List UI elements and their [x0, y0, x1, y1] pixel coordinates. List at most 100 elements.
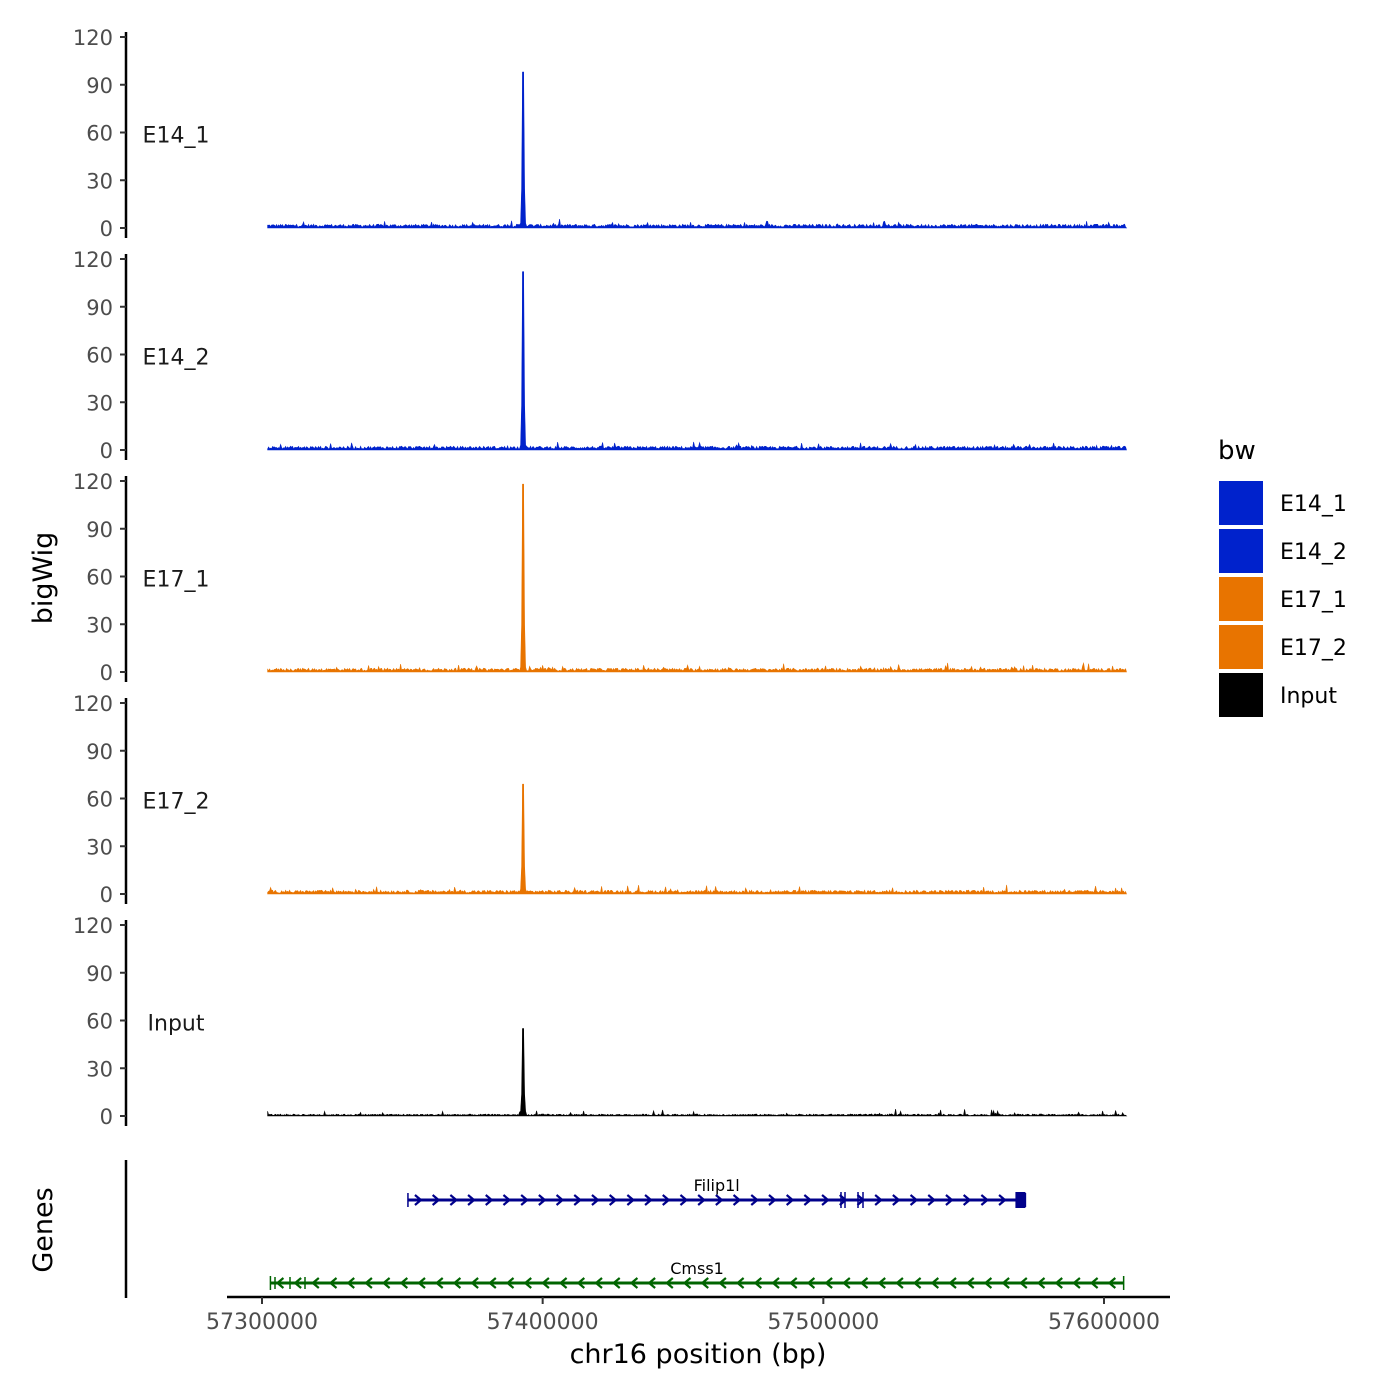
gene-strand-chevron: [821, 1194, 830, 1206]
track-label-Input: Input: [148, 1012, 205, 1037]
gene-Filip1l: Filip1l: [407, 1176, 1027, 1208]
y-tick-label: 120: [73, 26, 113, 50]
y-tick-label: 30: [86, 391, 113, 415]
legend-label-Input: Input: [1280, 684, 1337, 709]
gene-strand-chevron: [771, 1277, 780, 1289]
track-panel-Input: 0 30 60 90 120 Input: [73, 914, 1128, 1129]
gene-strand-chevron: [679, 1194, 689, 1206]
gene-strand-chevron: [399, 1277, 409, 1289]
gene-strand-chevron: [520, 1194, 529, 1206]
y-tick-label: 30: [86, 613, 113, 637]
track-label-E14_2: E14_2: [143, 346, 210, 371]
gene-strand-chevron: [735, 1277, 745, 1289]
gene-strand-chevron: [523, 1277, 532, 1289]
gene-strand-chevron: [1072, 1277, 1081, 1289]
y-tick-label: 90: [86, 740, 113, 764]
x-tick-label: 57500000: [767, 1310, 879, 1335]
y-tick-label: 90: [86, 518, 113, 542]
gene-strand-chevron: [662, 1194, 671, 1206]
gene-strand-chevron: [538, 1194, 547, 1206]
gene-strand-chevron: [718, 1277, 727, 1289]
gene-strand-chevron: [417, 1277, 426, 1289]
legend-swatch-E14_1: [1217, 479, 1265, 527]
gene-strand-chevron: [945, 1194, 954, 1206]
x-tick-label: 57400000: [487, 1310, 599, 1335]
gene-strand-chevron: [1001, 1277, 1010, 1289]
gene-strand-chevron: [381, 1277, 391, 1289]
legend-label-E14_1: E14_1: [1280, 492, 1347, 517]
legend-label-E17_1: E17_1: [1280, 588, 1347, 613]
gene-strand-chevron: [644, 1194, 653, 1206]
gene-strand-chevron: [1036, 1277, 1046, 1289]
gene-strand-chevron: [874, 1194, 883, 1206]
gene-strand-chevron: [966, 1277, 975, 1289]
legend-swatch-E14_2: [1217, 527, 1265, 575]
y-tick-label: 30: [86, 835, 113, 859]
gene-strand-chevron: [983, 1277, 993, 1289]
y-tick-label: 0: [100, 439, 113, 463]
signal-area-Input: [267, 1028, 1128, 1117]
gene-strand-chevron: [789, 1277, 798, 1289]
gene-strand-chevron: [697, 1194, 706, 1206]
gene-strand-chevron: [948, 1277, 957, 1289]
legend-title: bw: [1218, 436, 1256, 466]
gene-strand-chevron: [859, 1277, 869, 1289]
x-axis-label: chr16 position (bp): [570, 1339, 827, 1370]
y-tick-label: 0: [100, 661, 113, 685]
gene-strand-chevron: [608, 1194, 618, 1206]
gene-strand-chevron: [275, 1277, 285, 1289]
y-tick-label: 120: [73, 248, 113, 272]
gene-strand-chevron: [502, 1194, 512, 1206]
gene-strand-chevron: [431, 1194, 441, 1206]
gene-Cmss1: Cmss1: [269, 1259, 1125, 1290]
gene-strand-chevron: [930, 1277, 940, 1289]
gene-strand-chevron: [682, 1277, 692, 1289]
gene-strand-chevron: [647, 1277, 656, 1289]
gene-strand-chevron: [750, 1194, 759, 1206]
signal-area-E17_2: [267, 783, 1127, 895]
y-tick-label: 90: [86, 962, 113, 986]
gene-strand-chevron: [927, 1194, 936, 1206]
gene-strand-chevron: [753, 1277, 763, 1289]
gene-strand-chevron: [452, 1277, 462, 1289]
y-tick-label: 30: [86, 1057, 113, 1081]
gene-strand-chevron: [470, 1277, 479, 1289]
gene-label-Filip1l: Filip1l: [694, 1176, 740, 1195]
gene-strand-chevron: [768, 1194, 777, 1206]
gene-strand-chevron: [895, 1277, 904, 1289]
signal-area-E14_1: [267, 71, 1128, 229]
signal-area-E14_2: [267, 271, 1127, 451]
y-axis-label: bigWig: [28, 532, 59, 625]
gene-strand-chevron: [998, 1194, 1007, 1206]
legend-swatch-Input: [1217, 671, 1265, 719]
gene-label-Cmss1: Cmss1: [670, 1259, 724, 1278]
gene-strand-chevron: [806, 1277, 816, 1289]
gene-strand-chevron: [1107, 1277, 1117, 1289]
gene-strand-chevron: [541, 1277, 550, 1289]
gene-strand-chevron: [700, 1277, 709, 1289]
gene-strand-chevron: [488, 1277, 497, 1289]
genes-track-label: Genes: [28, 1187, 59, 1272]
y-tick-label: 60: [86, 122, 113, 146]
gene-strand-chevron: [665, 1277, 674, 1289]
track-label-E17_2: E17_2: [143, 790, 210, 815]
legend-label-E17_2: E17_2: [1280, 636, 1347, 661]
gene-strand-chevron: [485, 1194, 494, 1206]
gene-strand-chevron: [576, 1277, 586, 1289]
gene-strand-chevron: [591, 1194, 600, 1206]
y-tick-label: 60: [86, 344, 113, 368]
track-label-E17_1: E17_1: [143, 568, 210, 593]
x-tick-label: 57300000: [206, 1310, 318, 1335]
gene-strand-chevron: [962, 1194, 972, 1206]
gene-strand-chevron: [435, 1277, 444, 1289]
signal-area-E17_1: [267, 483, 1127, 673]
gene-strand-chevron: [785, 1194, 795, 1206]
y-tick-label: 0: [100, 883, 113, 907]
y-tick-label: 90: [86, 296, 113, 320]
y-tick-label: 120: [73, 470, 113, 494]
gene-strand-chevron: [824, 1277, 833, 1289]
gene-strand-chevron: [1019, 1277, 1028, 1289]
gene-strand-chevron: [594, 1277, 603, 1289]
gene-strand-chevron: [346, 1277, 355, 1289]
